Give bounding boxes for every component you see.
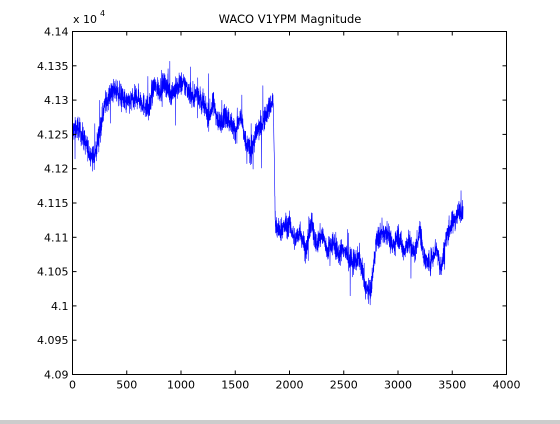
x-tick-label: 500 (116, 379, 137, 392)
y-tick-label: 4.09 (44, 369, 69, 382)
x-tick-label: 0 (69, 379, 76, 392)
series-layer (72, 60, 464, 306)
x-tick-label: 3500 (438, 379, 466, 392)
x-tick-label: 1500 (221, 379, 249, 392)
y-tick-label: 4.12 (44, 163, 69, 176)
y-tick-label: 4.13 (44, 94, 69, 107)
x-tick-label: 3000 (384, 379, 412, 392)
y-axis: 4.09 4.095 4.1 4.105 4.11 4.115 4.12 4.125 4.13 4… (37, 26, 507, 382)
y-tick-label: 4.125 (37, 128, 69, 141)
y-exponent-power: 4 (100, 9, 105, 18)
y-tick-label: 4.095 (37, 334, 69, 347)
x-tick-label: 1000 (167, 379, 195, 392)
y-tick-label: 4.135 (37, 60, 69, 73)
y-tick-label: 4.115 (37, 197, 69, 210)
series-line (72, 60, 464, 306)
y-tick-label: 4.1 (51, 300, 69, 313)
y-tick-label: 4.14 (44, 26, 69, 39)
chart-title: WACO V1YPM Magnitude (219, 12, 362, 26)
plot-area-frame (72, 31, 507, 375)
x-tick-label: 2500 (330, 379, 358, 392)
x-axis: 0 500 1000 1500 2000 2500 3000 3500 4000 (69, 31, 521, 392)
y-tick-label: 4.105 (37, 266, 69, 279)
y-tick-label: 4.11 (44, 231, 69, 244)
y-exponent-label: x 10 (73, 13, 97, 26)
x-tick-label: 2000 (276, 379, 304, 392)
x-tick-label: 4000 (493, 379, 521, 392)
